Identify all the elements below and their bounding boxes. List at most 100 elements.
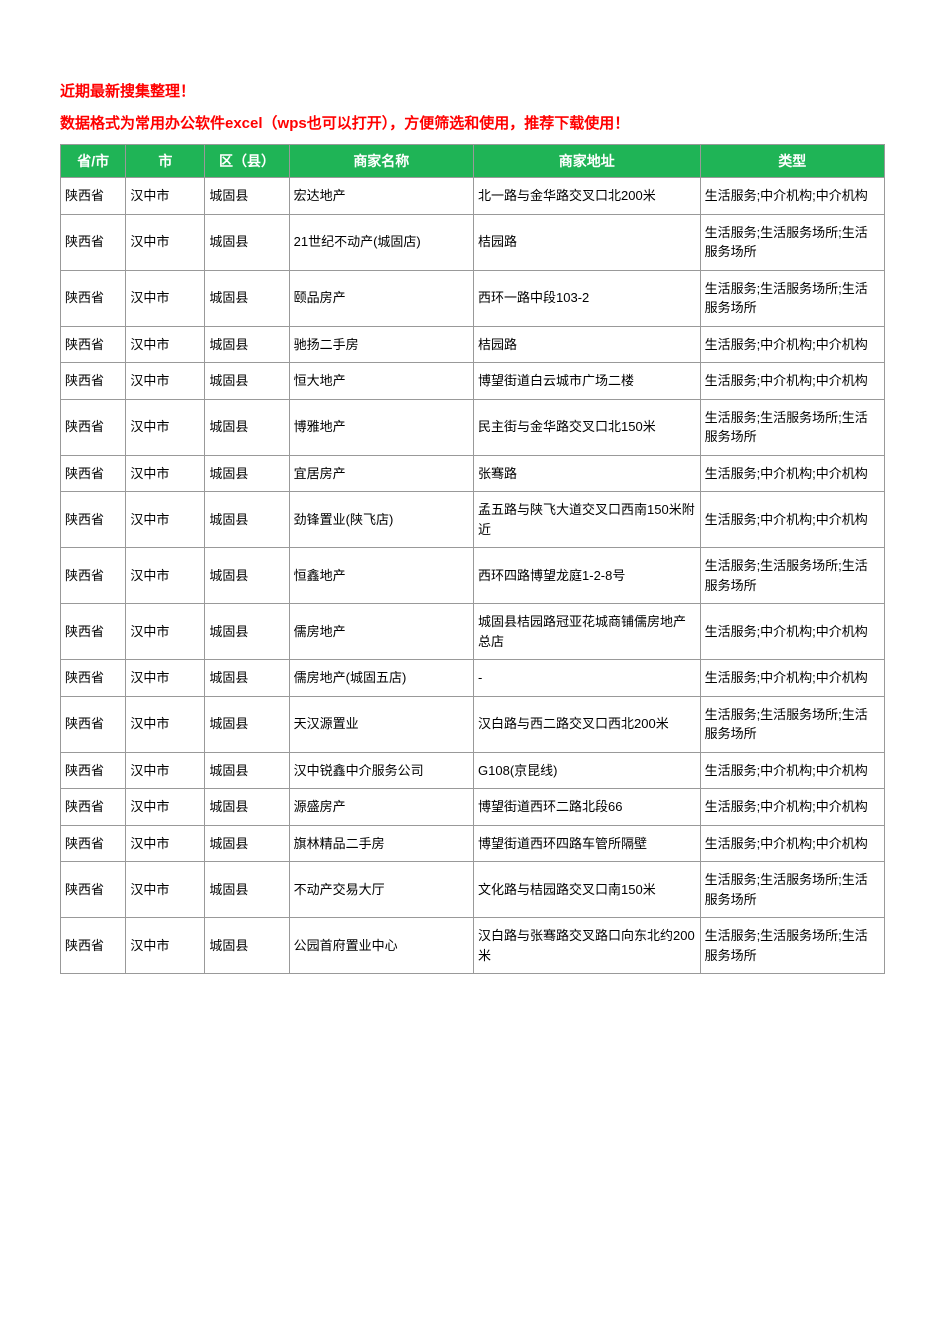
cell-name: 天汉源置业 bbox=[289, 696, 473, 752]
table-row: 陕西省汉中市城固县恒大地产博望街道白云城市广场二楼生活服务;中介机构;中介机构 bbox=[61, 363, 885, 400]
cell-district: 城固县 bbox=[205, 270, 289, 326]
cell-address: 西环四路博望龙庭1-2-8号 bbox=[474, 548, 701, 604]
cell-type: 生活服务;生活服务场所;生活服务场所 bbox=[700, 214, 884, 270]
cell-province: 陕西省 bbox=[61, 862, 126, 918]
cell-district: 城固县 bbox=[205, 825, 289, 862]
cell-province: 陕西省 bbox=[61, 363, 126, 400]
cell-city: 汉中市 bbox=[126, 825, 205, 862]
table-row: 陕西省汉中市城固县宜居房产张骞路生活服务;中介机构;中介机构 bbox=[61, 455, 885, 492]
cell-address: 文化路与桔园路交叉口南150米 bbox=[474, 862, 701, 918]
cell-district: 城固县 bbox=[205, 862, 289, 918]
cell-district: 城固县 bbox=[205, 548, 289, 604]
cell-province: 陕西省 bbox=[61, 214, 126, 270]
header-name: 商家名称 bbox=[289, 145, 473, 178]
cell-district: 城固县 bbox=[205, 455, 289, 492]
cell-province: 陕西省 bbox=[61, 548, 126, 604]
cell-district: 城固县 bbox=[205, 660, 289, 697]
cell-province: 陕西省 bbox=[61, 178, 126, 215]
table-row: 陕西省汉中市城固县儒房地产(城固五店)-生活服务;中介机构;中介机构 bbox=[61, 660, 885, 697]
cell-address: 桔园路 bbox=[474, 214, 701, 270]
cell-address: 北一路与金华路交叉口北200米 bbox=[474, 178, 701, 215]
cell-name: 博雅地产 bbox=[289, 399, 473, 455]
table-row: 陕西省汉中市城固县宏达地产北一路与金华路交叉口北200米生活服务;中介机构;中介… bbox=[61, 178, 885, 215]
cell-province: 陕西省 bbox=[61, 918, 126, 974]
table-row: 陕西省汉中市城固县不动产交易大厅文化路与桔园路交叉口南150米生活服务;生活服务… bbox=[61, 862, 885, 918]
cell-province: 陕西省 bbox=[61, 696, 126, 752]
table-row: 陕西省汉中市城固县驰扬二手房桔园路生活服务;中介机构;中介机构 bbox=[61, 326, 885, 363]
cell-city: 汉中市 bbox=[126, 363, 205, 400]
cell-type: 生活服务;生活服务场所;生活服务场所 bbox=[700, 548, 884, 604]
header-type: 类型 bbox=[700, 145, 884, 178]
cell-province: 陕西省 bbox=[61, 455, 126, 492]
cell-district: 城固县 bbox=[205, 178, 289, 215]
cell-city: 汉中市 bbox=[126, 455, 205, 492]
table-row: 陕西省汉中市城固县天汉源置业汉白路与西二路交叉口西北200米生活服务;生活服务场… bbox=[61, 696, 885, 752]
table-row: 陕西省汉中市城固县源盛房产博望街道西环二路北段66生活服务;中介机构;中介机构 bbox=[61, 789, 885, 826]
table-row: 陕西省汉中市城固县公园首府置业中心汉白路与张骞路交叉路口向东北约200米生活服务… bbox=[61, 918, 885, 974]
notice-line-2: 数据格式为常用办公软件excel（wps也可以打开），方便筛选和使用，推荐下载使… bbox=[60, 112, 885, 136]
cell-name: 不动产交易大厅 bbox=[289, 862, 473, 918]
cell-address: 汉白路与西二路交叉口西北200米 bbox=[474, 696, 701, 752]
cell-type: 生活服务;中介机构;中介机构 bbox=[700, 178, 884, 215]
cell-province: 陕西省 bbox=[61, 660, 126, 697]
cell-province: 陕西省 bbox=[61, 399, 126, 455]
cell-name: 宏达地产 bbox=[289, 178, 473, 215]
cell-city: 汉中市 bbox=[126, 178, 205, 215]
cell-type: 生活服务;中介机构;中介机构 bbox=[700, 752, 884, 789]
cell-district: 城固县 bbox=[205, 789, 289, 826]
table-row: 陕西省汉中市城固县儒房地产城固县桔园路冠亚花城商铺儒房地产总店生活服务;中介机构… bbox=[61, 604, 885, 660]
cell-province: 陕西省 bbox=[61, 752, 126, 789]
cell-city: 汉中市 bbox=[126, 918, 205, 974]
cell-type: 生活服务;生活服务场所;生活服务场所 bbox=[700, 918, 884, 974]
cell-city: 汉中市 bbox=[126, 548, 205, 604]
cell-address: 博望街道西环二路北段66 bbox=[474, 789, 701, 826]
cell-city: 汉中市 bbox=[126, 604, 205, 660]
cell-name: 汉中锐鑫中介服务公司 bbox=[289, 752, 473, 789]
cell-district: 城固县 bbox=[205, 604, 289, 660]
table-row: 陕西省汉中市城固县博雅地产民主街与金华路交叉口北150米生活服务;生活服务场所;… bbox=[61, 399, 885, 455]
cell-address: 博望街道西环四路车管所隔壁 bbox=[474, 825, 701, 862]
table-row: 陕西省汉中市城固县21世纪不动产(城固店)桔园路生活服务;生活服务场所;生活服务… bbox=[61, 214, 885, 270]
header-district: 区（县） bbox=[205, 145, 289, 178]
cell-address: - bbox=[474, 660, 701, 697]
cell-district: 城固县 bbox=[205, 363, 289, 400]
cell-city: 汉中市 bbox=[126, 326, 205, 363]
cell-address: 城固县桔园路冠亚花城商铺儒房地产总店 bbox=[474, 604, 701, 660]
cell-address: 张骞路 bbox=[474, 455, 701, 492]
table-row: 陕西省汉中市城固县恒鑫地产西环四路博望龙庭1-2-8号生活服务;生活服务场所;生… bbox=[61, 548, 885, 604]
table-row: 陕西省汉中市城固县旗林精品二手房博望街道西环四路车管所隔壁生活服务;中介机构;中… bbox=[61, 825, 885, 862]
cell-address: 孟五路与陕飞大道交叉口西南150米附近 bbox=[474, 492, 701, 548]
table-header-row: 省/市 市 区（县） 商家名称 商家地址 类型 bbox=[61, 145, 885, 178]
cell-city: 汉中市 bbox=[126, 752, 205, 789]
cell-city: 汉中市 bbox=[126, 399, 205, 455]
data-table: 省/市 市 区（县） 商家名称 商家地址 类型 陕西省汉中市城固县宏达地产北一路… bbox=[60, 144, 885, 974]
cell-type: 生活服务;中介机构;中介机构 bbox=[700, 604, 884, 660]
cell-address: 西环一路中段103-2 bbox=[474, 270, 701, 326]
cell-district: 城固县 bbox=[205, 696, 289, 752]
cell-type: 生活服务;中介机构;中介机构 bbox=[700, 825, 884, 862]
header-city: 市 bbox=[126, 145, 205, 178]
cell-city: 汉中市 bbox=[126, 270, 205, 326]
cell-name: 劲锋置业(陕飞店) bbox=[289, 492, 473, 548]
cell-name: 驰扬二手房 bbox=[289, 326, 473, 363]
cell-type: 生活服务;中介机构;中介机构 bbox=[700, 326, 884, 363]
cell-type: 生活服务;生活服务场所;生活服务场所 bbox=[700, 696, 884, 752]
cell-city: 汉中市 bbox=[126, 492, 205, 548]
cell-type: 生活服务;中介机构;中介机构 bbox=[700, 660, 884, 697]
cell-name: 宜居房产 bbox=[289, 455, 473, 492]
cell-address: 博望街道白云城市广场二楼 bbox=[474, 363, 701, 400]
cell-name: 21世纪不动产(城固店) bbox=[289, 214, 473, 270]
cell-city: 汉中市 bbox=[126, 214, 205, 270]
header-address: 商家地址 bbox=[474, 145, 701, 178]
cell-city: 汉中市 bbox=[126, 660, 205, 697]
cell-name: 儒房地产 bbox=[289, 604, 473, 660]
cell-name: 公园首府置业中心 bbox=[289, 918, 473, 974]
cell-district: 城固县 bbox=[205, 399, 289, 455]
table-row: 陕西省汉中市城固县颐品房产西环一路中段103-2生活服务;生活服务场所;生活服务… bbox=[61, 270, 885, 326]
cell-type: 生活服务;生活服务场所;生活服务场所 bbox=[700, 399, 884, 455]
cell-address: 汉白路与张骞路交叉路口向东北约200米 bbox=[474, 918, 701, 974]
cell-name: 旗林精品二手房 bbox=[289, 825, 473, 862]
cell-type: 生活服务;中介机构;中介机构 bbox=[700, 492, 884, 548]
cell-type: 生活服务;生活服务场所;生活服务场所 bbox=[700, 270, 884, 326]
cell-type: 生活服务;中介机构;中介机构 bbox=[700, 363, 884, 400]
